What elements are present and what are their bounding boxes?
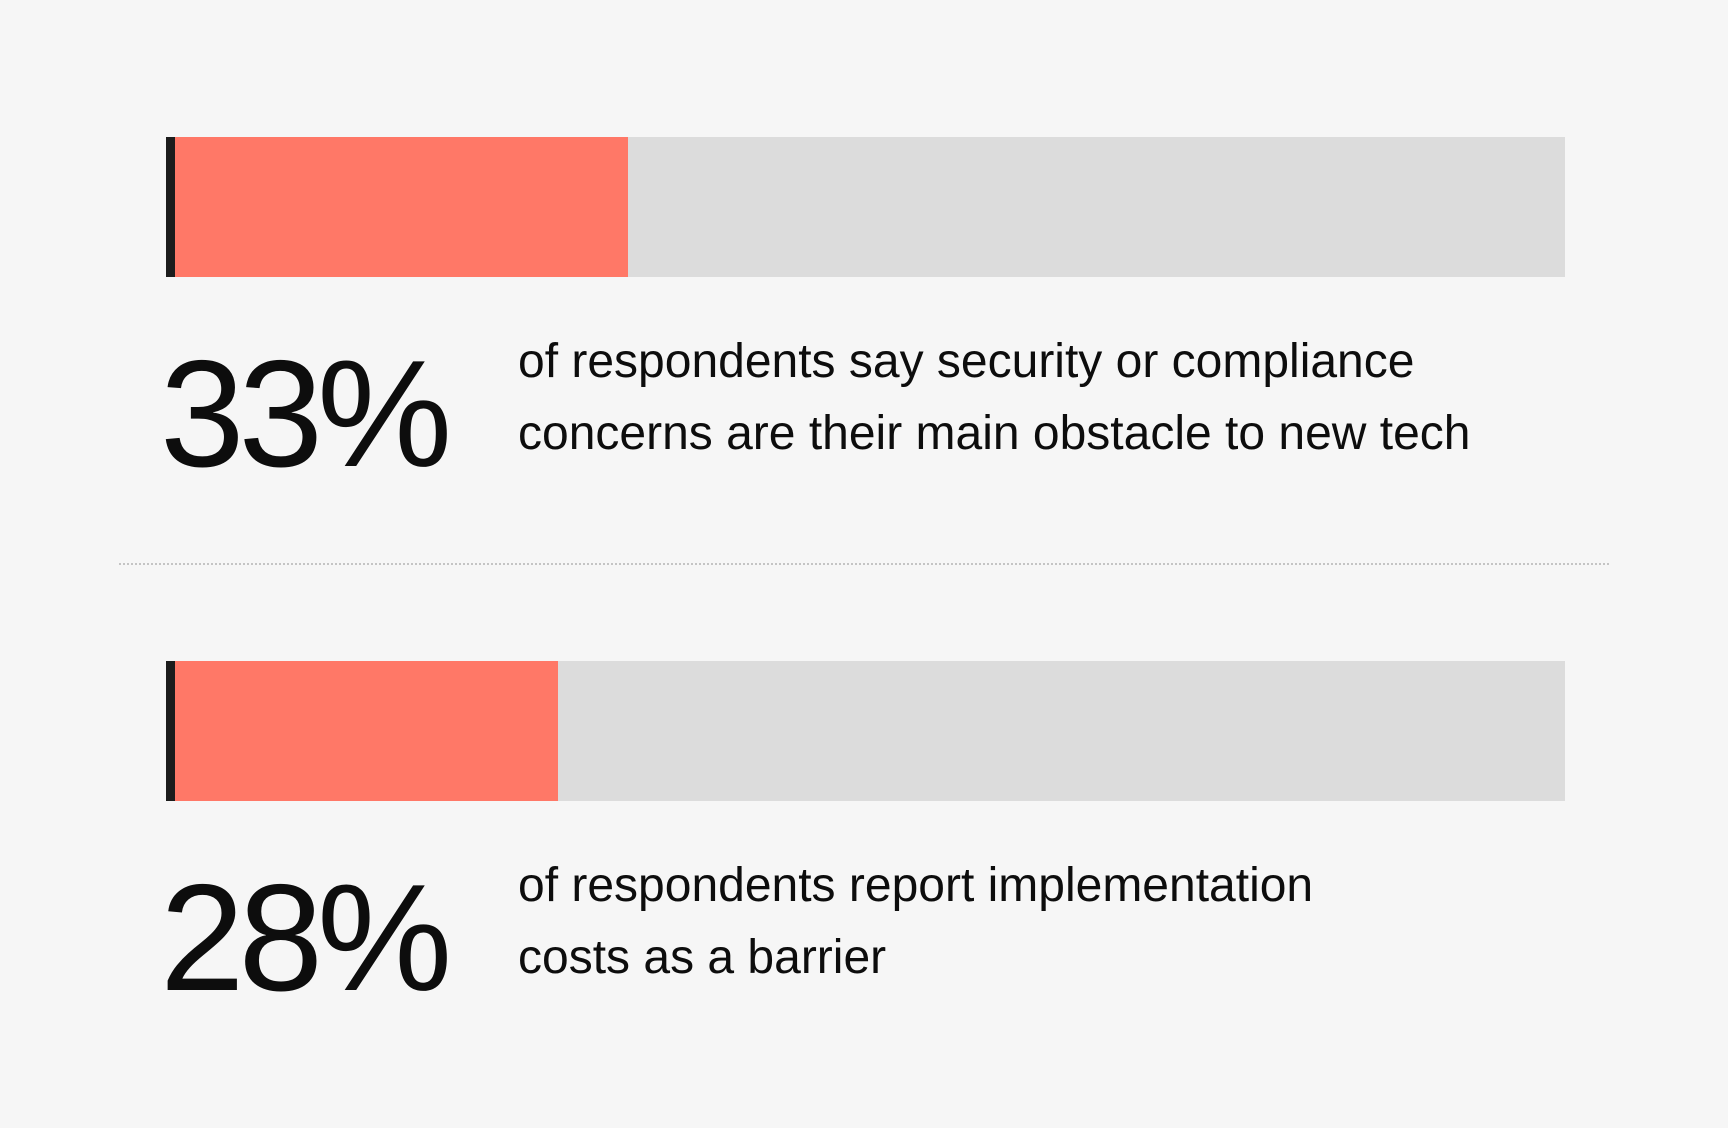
progress-bar-track bbox=[166, 661, 1565, 801]
dotted-divider bbox=[119, 563, 1609, 565]
stat-description-line: of respondents report implementation bbox=[518, 859, 1314, 912]
stat-description-line: concerns are their main obstacle to new … bbox=[518, 407, 1471, 460]
stat-block-costs: 28% of respondents report implementation… bbox=[160, 661, 1565, 1020]
stat-percent: 28% bbox=[160, 853, 452, 1023]
stat-description: of respondents say security or complianc… bbox=[518, 326, 1578, 470]
progress-bar-track bbox=[166, 137, 1565, 277]
stat-block-security: 33% of respondents say security or compl… bbox=[160, 137, 1565, 496]
stat-description-line: costs as a barrier bbox=[518, 931, 887, 984]
stat-percent: 33% bbox=[160, 329, 452, 499]
bar-start-marker bbox=[166, 137, 175, 277]
bar-start-marker bbox=[166, 661, 175, 801]
progress-bar-fill bbox=[166, 661, 558, 801]
progress-bar-fill bbox=[166, 137, 628, 277]
stat-description-line: of respondents say security or complianc… bbox=[518, 335, 1415, 388]
stat-description: of respondents report implementation cos… bbox=[518, 850, 1578, 994]
